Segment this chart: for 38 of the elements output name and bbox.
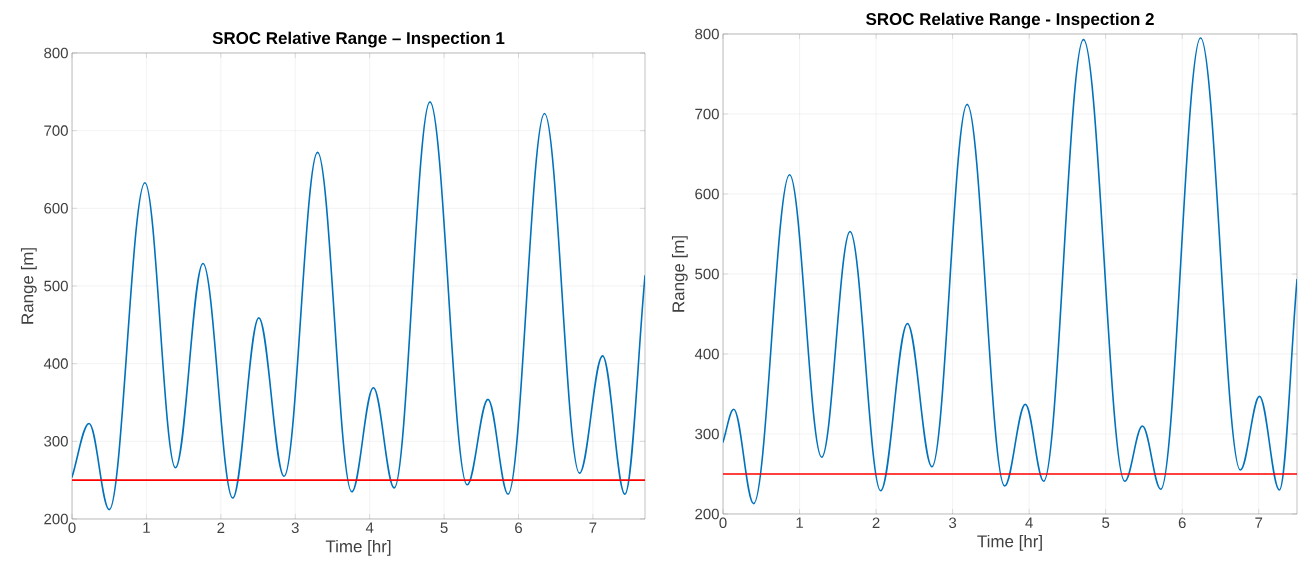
y-tick-label: 500	[44, 280, 68, 292]
y-tick-label: 800	[695, 28, 719, 40]
x-tick-label: 2	[872, 517, 880, 528]
x-tick-label: 4	[1025, 517, 1033, 528]
x-axis-title: Time [hr]	[977, 534, 1042, 551]
y-tick-label: 200	[695, 508, 719, 520]
x-tick-label: 4	[365, 522, 374, 533]
x-tick-label: 1	[796, 517, 803, 528]
chart-title: SROC Relative Range - Inspection 2	[866, 12, 1154, 29]
x-tick-label: 5	[440, 522, 448, 533]
x-axis-title: Time [hr]	[325, 539, 391, 556]
x-tick-label: 7	[1255, 517, 1263, 528]
y-tick-label: 700	[695, 108, 719, 120]
y-tick-label: 300	[44, 436, 68, 447]
y-axis-title: Range [m]	[20, 248, 37, 324]
x-tick-label: 6	[515, 522, 522, 534]
x-tick-label: 7	[589, 522, 597, 533]
y-axis-title: Range [m]	[671, 236, 688, 312]
line-series	[723, 37, 1298, 505]
x-tick-label: 3	[949, 517, 957, 529]
x-tick-label: 5	[1102, 517, 1110, 528]
y-tick-label: 700	[44, 125, 68, 136]
x-tick-label: 1	[143, 522, 150, 533]
y-tick-label: 600	[695, 188, 719, 200]
y-tick-label: 600	[44, 203, 68, 214]
line-series	[72, 101, 646, 511]
y-tick-label: 400	[43, 358, 68, 369]
x-tick-label: 3	[291, 522, 299, 534]
y-tick-label: 500	[695, 268, 719, 280]
x-tick-label: 0	[68, 522, 76, 534]
y-tick-label: 200	[44, 513, 68, 525]
chart-title: SROC Relative Range – Inspection 1	[212, 31, 505, 48]
x-tick-label: 6	[1178, 517, 1186, 529]
y-tick-label: 400	[694, 348, 719, 360]
y-tick-label: 300	[695, 428, 719, 440]
y-tick-label: 800	[44, 47, 68, 59]
x-tick-label: 2	[217, 522, 225, 533]
x-tick-label: 0	[719, 517, 727, 529]
